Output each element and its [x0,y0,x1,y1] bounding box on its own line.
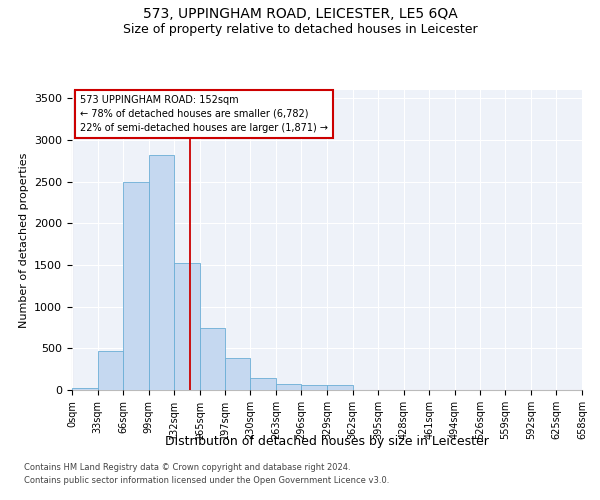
Bar [123,182,149,390]
Text: Size of property relative to detached houses in Leicester: Size of property relative to detached ho… [122,22,478,36]
Text: 573, UPPINGHAM ROAD, LEICESTER, LE5 6QA: 573, UPPINGHAM ROAD, LEICESTER, LE5 6QA [143,8,457,22]
Bar [149,155,175,390]
Bar [175,262,200,390]
Bar [72,388,98,390]
Text: Contains HM Land Registry data © Crown copyright and database right 2024.: Contains HM Land Registry data © Crown c… [24,464,350,472]
Bar [98,351,123,390]
Bar [250,378,276,390]
Bar [301,386,327,390]
Y-axis label: Number of detached properties: Number of detached properties [19,152,29,328]
Text: 573 UPPINGHAM ROAD: 152sqm
← 78% of detached houses are smaller (6,782)
22% of s: 573 UPPINGHAM ROAD: 152sqm ← 78% of deta… [80,95,328,133]
Text: Contains public sector information licensed under the Open Government Licence v3: Contains public sector information licen… [24,476,389,485]
Bar [276,384,301,390]
Text: Distribution of detached houses by size in Leicester: Distribution of detached houses by size … [165,435,489,448]
Bar [200,328,224,390]
Bar [327,386,353,390]
Bar [224,358,250,390]
